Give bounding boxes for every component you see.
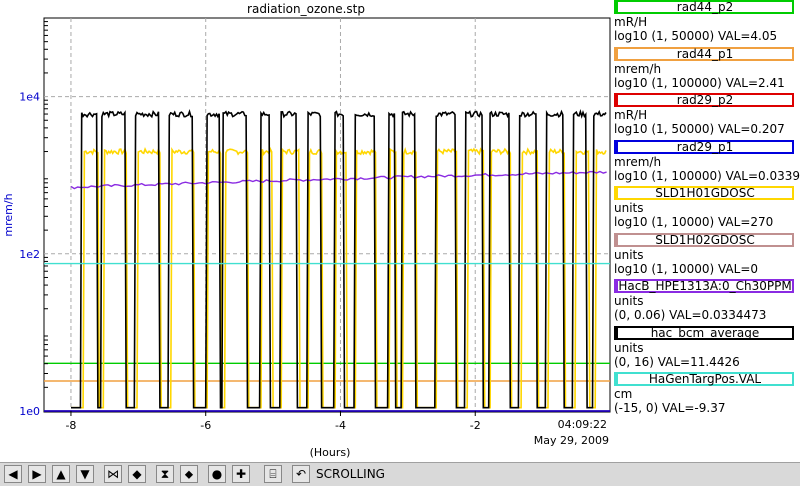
x-tick-label: -2 <box>470 419 481 432</box>
x-axis: -8 -6 -4 -2 <box>65 411 481 432</box>
config-icon[interactable]: ● <box>208 465 226 483</box>
legend-scale: log10 (1, 10000) VAL=0 <box>614 261 759 276</box>
arrow-up-icon[interactable]: ▲ <box>52 465 70 483</box>
legend-item[interactable]: rad29_p1 mrem/h log10 (1, 100000) VAL=0.03… <box>612 139 800 187</box>
legend-units: mR/H <box>614 15 648 29</box>
undo-icon[interactable]: ↶ <box>292 465 310 483</box>
x-axis-label: (Hours) <box>310 446 351 459</box>
y-tick-label: 1e0 <box>19 405 40 418</box>
legend-units: cm <box>614 387 633 401</box>
legend-series-name[interactable]: hac_bcm_average <box>614 325 794 340</box>
crosshair-icon[interactable]: ✚ <box>232 465 250 483</box>
zoom-in-vertical-icon[interactable]: ⧗ <box>156 465 174 483</box>
x-tick-label: -8 <box>65 419 76 432</box>
series-group <box>44 109 610 412</box>
y-tick-label: 1e4 <box>19 91 40 104</box>
print-icon[interactable]: ⌸ <box>264 465 282 483</box>
legend-series-name[interactable]: rad44_p2 <box>614 0 794 14</box>
legend-series-name[interactable]: HacB_HPE1313A:0_Ch30PPM <box>614 279 794 293</box>
zoom-out-horizontal-icon[interactable]: ◆ <box>128 465 146 483</box>
legend-item[interactable]: rad29_p2 mR/H log10 (1, 50000) VAL=0.207 <box>612 93 800 140</box>
legend-scale: log10 (1, 50000) VAL=0.207 <box>614 122 785 136</box>
legend-series-name[interactable]: rad29_p1 <box>614 139 794 154</box>
chart-title: radiation_ozone.stp <box>247 2 365 16</box>
arrow-left-icon[interactable]: ◀ <box>4 465 22 483</box>
legend-scale: (0, 16) VAL=11.4426 <box>614 354 740 369</box>
legend-scale: log10 (1, 50000) VAL=4.05 <box>614 29 778 43</box>
y-tick-label: 1e2 <box>19 248 40 261</box>
plot-area[interactable] <box>43 17 611 413</box>
y-axis: 1e0 1e2 1e4 <box>19 21 48 418</box>
legend-scale: log10 (1, 10000) VAL=270 <box>614 215 774 229</box>
legend-item[interactable]: hac_bcm_average units (0, 16) VAL=11.4426 <box>612 325 800 373</box>
legend-units: mrem/h <box>614 61 662 76</box>
toolbar: ◀ ▶ ▲ ▼ ⋈ ◆ ⧗ ⬥ ● ✚ ⌸ ↶ SCROLLING <box>0 462 800 486</box>
legend: rad44_p2 mR/H log10 (1, 50000) VAL=4.05 rad… <box>612 0 800 419</box>
legend-series-name[interactable]: SLD1H01GDOSC <box>614 186 794 200</box>
series-line-hacb-hpe1313a-0-ch30ppm <box>70 170 607 190</box>
legend-scale: log10 (1, 100000) VAL=2.41 <box>614 75 785 90</box>
timestamp: 04:09:22 <box>558 418 607 431</box>
legend-scale: (0, 0.06) VAL=0.0334473 <box>614 308 767 322</box>
legend-units: units <box>614 201 644 215</box>
zoom-out-vertical-icon[interactable]: ⬥ <box>180 465 198 483</box>
legend-units: units <box>614 247 644 262</box>
x-tick-label: -6 <box>200 419 211 432</box>
legend-item[interactable]: SLD1H01GDOSC units log10 (1, 10000) VAL=27… <box>612 186 800 233</box>
legend-units: units <box>614 294 644 308</box>
strip-chart[interactable]: 1e0 1e2 1e4 -8 -6 -4 -2 mrem/h (Hours) 04:09:… <box>0 0 612 462</box>
arrow-down-icon[interactable]: ▼ <box>76 465 94 483</box>
date: May 29, 2009 <box>534 434 609 447</box>
legend-scale: log10 (1, 100000) VAL=0.0339 <box>614 168 800 183</box>
series-line-hac-bcm-average <box>71 109 607 409</box>
legend-units: mrem/h <box>614 154 662 169</box>
arrow-right-icon[interactable]: ▶ <box>28 465 46 483</box>
x-tick-label: -4 <box>335 419 346 432</box>
legend-series-name[interactable]: HaGenTargPos.VAL <box>614 372 794 386</box>
y-axis-label: mrem/h <box>2 193 15 236</box>
legend-item[interactable]: HacB_HPE1313A:0_Ch30PPM units (0, 0.06) VA… <box>612 279 800 326</box>
legend-series-name[interactable]: SLD1H02GDOSC <box>614 232 794 247</box>
legend-units: units <box>614 340 644 355</box>
legend-series-name[interactable]: rad29_p2 <box>614 93 794 107</box>
legend-units: mR/H <box>614 108 648 122</box>
legend-scale: (-15, 0) VAL=-9.37 <box>614 401 726 415</box>
mode-label: SCROLLING <box>316 467 385 481</box>
zoom-in-horizontal-icon[interactable]: ⋈ <box>104 465 122 483</box>
legend-item[interactable]: SLD1H02GDOSC units log10 (1, 10000) VAL=0 <box>612 232 800 280</box>
legend-series-name[interactable]: rad44_p1 <box>614 46 794 61</box>
legend-item[interactable]: rad44_p1 mrem/h log10 (1, 100000) VAL=2.41 <box>612 46 800 94</box>
legend-item[interactable]: HaGenTargPos.VAL cm (-15, 0) VAL=-9.37 <box>612 372 800 419</box>
legend-item[interactable]: rad44_p2 mR/H log10 (1, 50000) VAL=4.05 <box>612 0 800 47</box>
